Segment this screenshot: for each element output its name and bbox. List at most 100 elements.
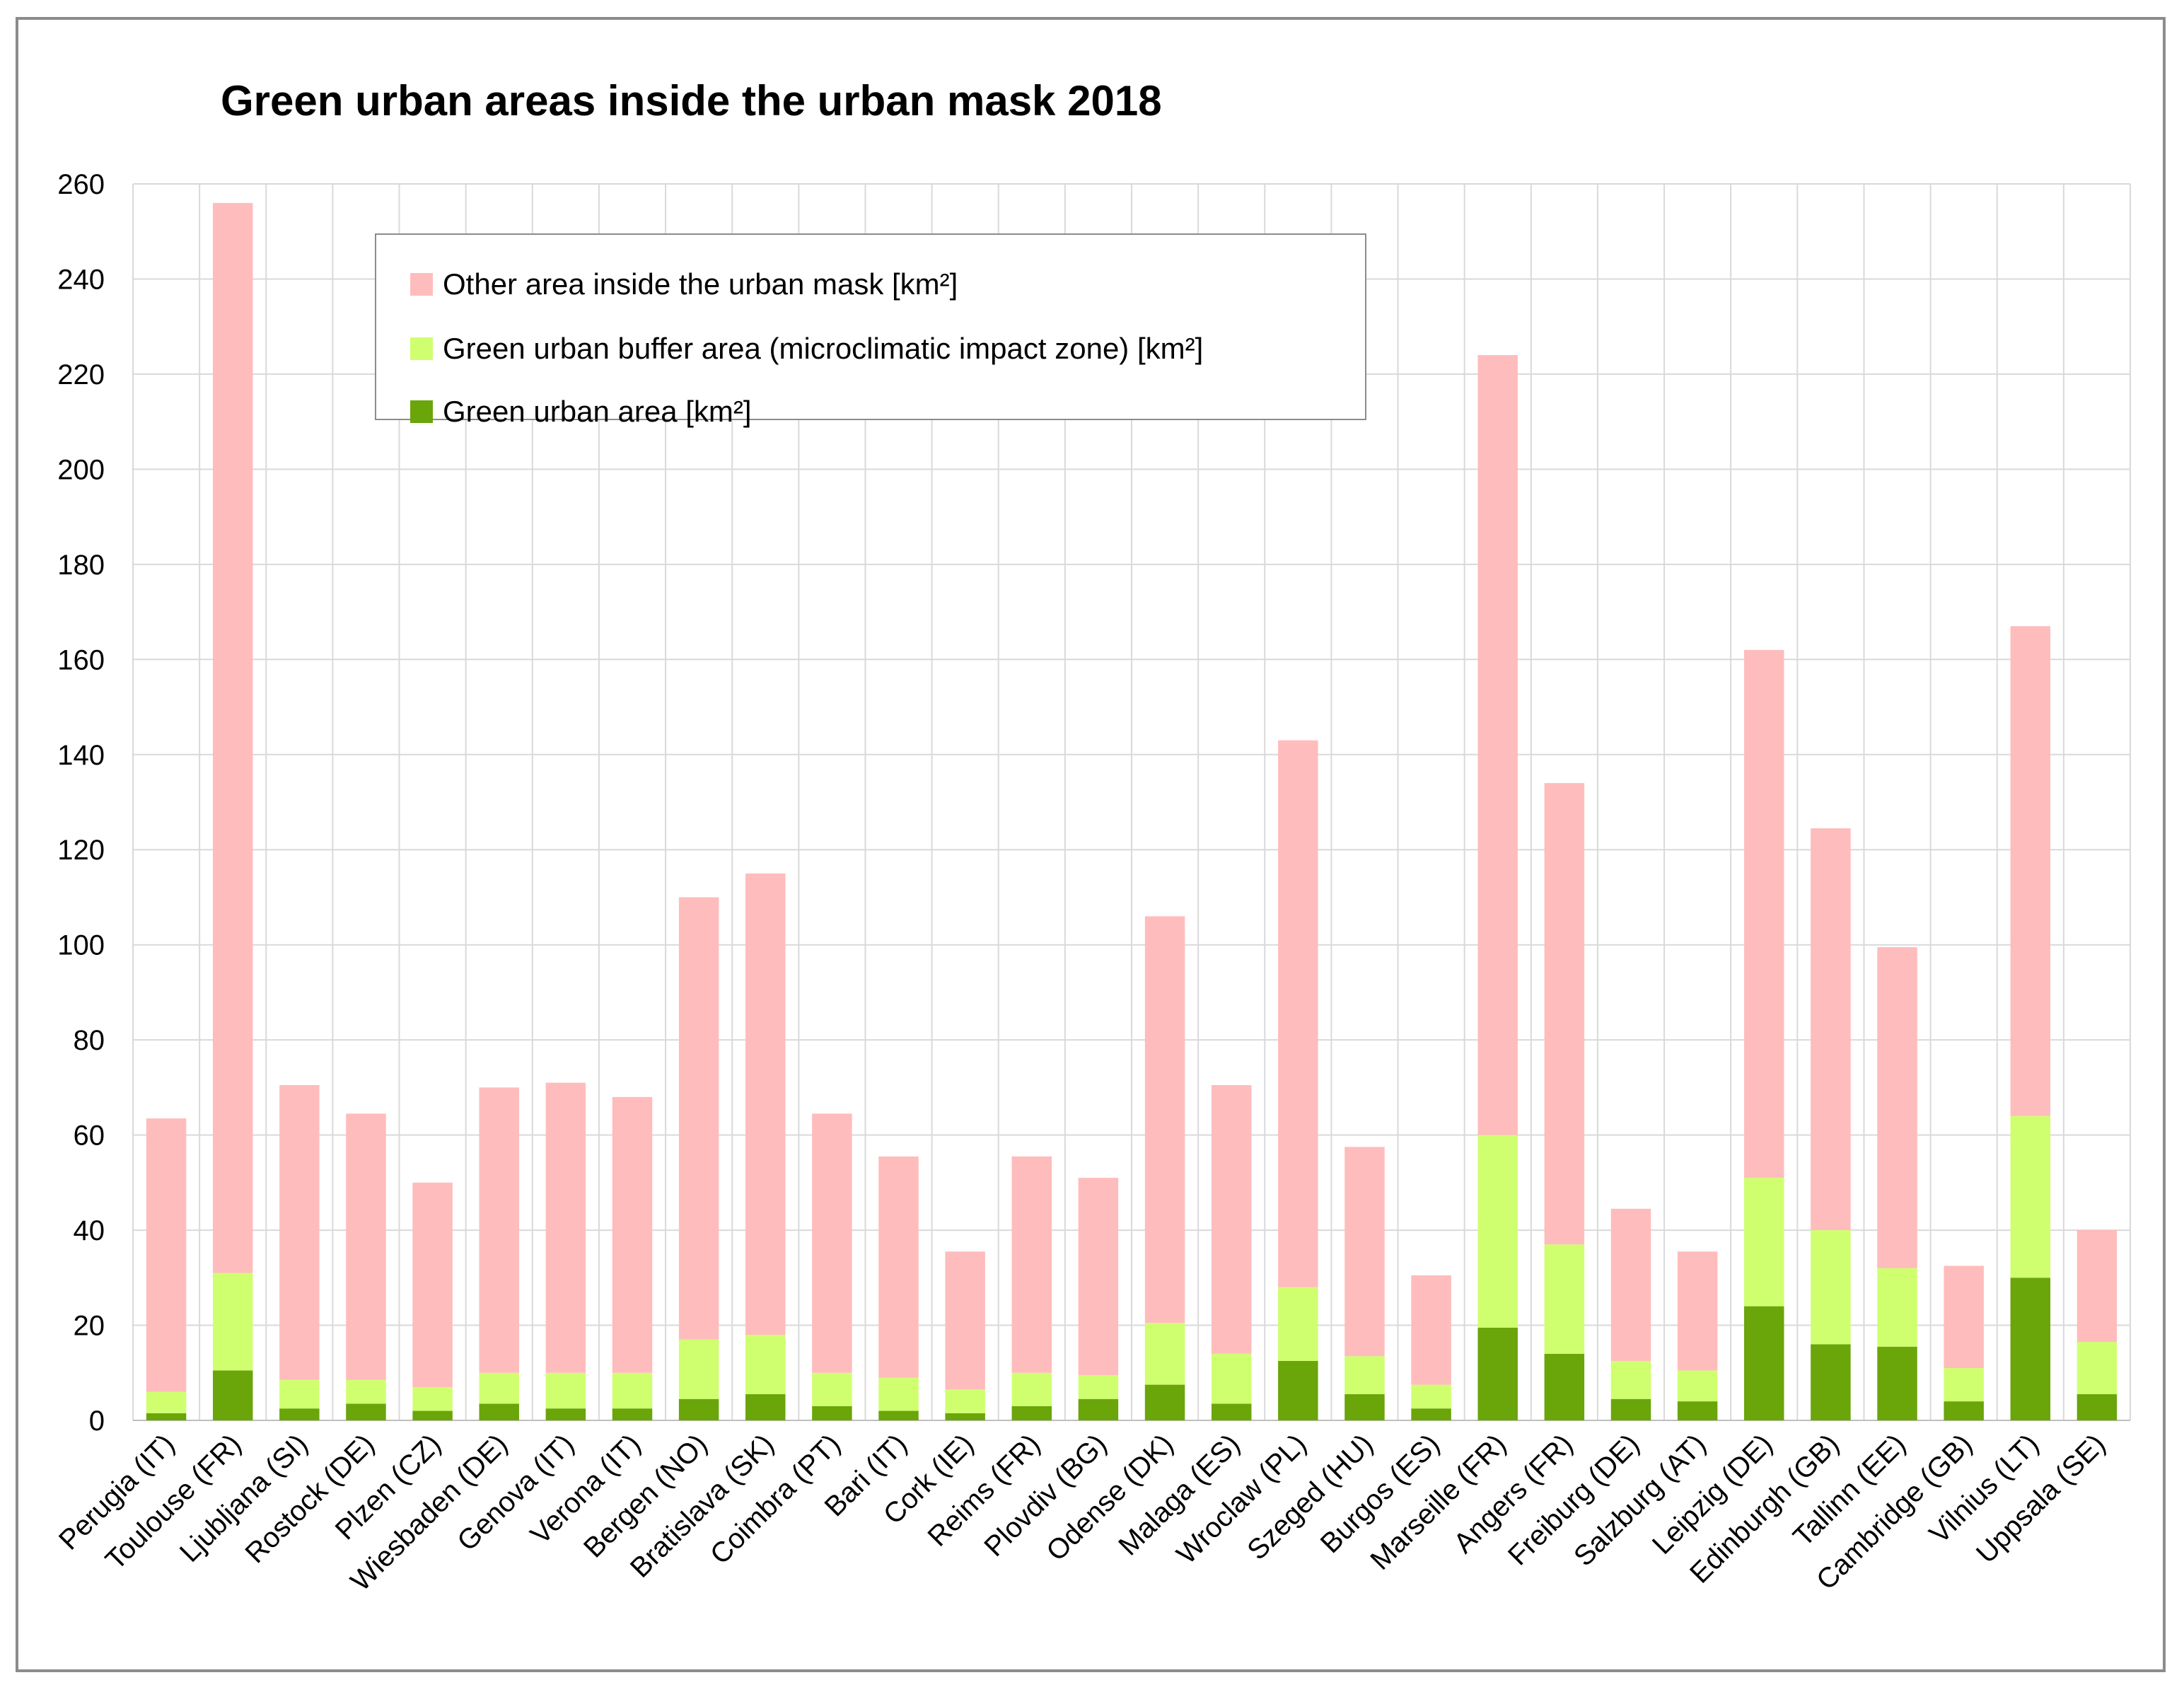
bar-segment-green-urban — [612, 1408, 653, 1420]
bar-segment-other-area — [412, 1182, 453, 1387]
bar-segment-green-buffer — [1811, 1230, 1851, 1345]
bar-segment-other-area — [146, 1118, 187, 1392]
bar-segment-green-buffer — [678, 1339, 719, 1399]
y-tick-label: 100 — [57, 930, 105, 961]
bar-segment-other-area — [745, 873, 786, 1335]
bar-segment-other-area — [1744, 649, 1784, 1178]
bar-segment-other-area — [2076, 1230, 2118, 1343]
bar-segment-green-buffer — [1211, 1353, 1252, 1404]
legend-item-other: Other area inside the urban mask [km²] — [410, 263, 958, 306]
y-tick-label: 220 — [57, 359, 105, 390]
bar-segment-green-urban — [945, 1413, 985, 1420]
y-tick-label: 60 — [74, 1120, 105, 1152]
bar-segment-other-area — [1144, 916, 1185, 1323]
y-tick-label: 160 — [57, 644, 105, 676]
bar-segment-green-buffer — [1944, 1368, 1984, 1402]
bar-segment-green-urban — [545, 1408, 586, 1420]
bar-segment-green-buffer — [1610, 1360, 1651, 1399]
bar-segment-green-buffer — [1744, 1178, 1784, 1306]
x-tick-labels: Perugia (IT)Toulouse (FR)Ljubljana (SI)R… — [53, 1428, 2111, 1597]
bar-segment-green-urban — [1211, 1403, 1252, 1420]
bar-segment-other-area — [678, 897, 719, 1340]
bar-segment-other-area — [1011, 1156, 1052, 1373]
bar-segment-green-urban — [1811, 1344, 1851, 1420]
bar-segment-green-buffer — [279, 1379, 320, 1409]
bar-segment-green-urban — [812, 1406, 852, 1420]
y-tick-label: 120 — [57, 835, 105, 866]
bar-segment-other-area — [1411, 1275, 1451, 1385]
bar-segment-green-urban — [1078, 1398, 1119, 1420]
bar-segment-green-buffer — [1144, 1323, 1185, 1385]
y-tick-label: 40 — [74, 1215, 105, 1246]
bar-segment-green-buffer — [1344, 1356, 1385, 1395]
bar-segment-green-buffer — [1411, 1384, 1451, 1409]
legend-item-green: Green urban area [km²] — [410, 390, 752, 433]
bar-segment-green-buffer — [1011, 1372, 1052, 1406]
bar-segment-other-area — [1677, 1251, 1718, 1371]
bar-segment-green-buffer — [1477, 1135, 1518, 1328]
bar-segment-other-area — [1610, 1208, 1651, 1361]
bar-segment-other-area — [1211, 1085, 1252, 1354]
bar-segment-green-buffer — [2076, 1342, 2118, 1395]
bar-segment-green-buffer — [479, 1372, 519, 1404]
bar-segment-other-area — [1344, 1147, 1385, 1357]
y-tick-label: 180 — [57, 550, 105, 581]
bar-segment-green-urban — [878, 1410, 919, 1420]
bar-segment-green-buffer — [146, 1391, 187, 1413]
bar-segment-green-urban — [745, 1394, 786, 1420]
bar-segment-green-buffer — [212, 1273, 253, 1371]
bar-segment-green-buffer — [945, 1389, 985, 1413]
bar-segment-green-urban — [279, 1408, 320, 1420]
bar-segment-green-urban — [146, 1413, 187, 1420]
bar-segment-other-area — [878, 1156, 919, 1378]
bar-segment-other-area — [612, 1096, 653, 1373]
y-tick-labels: 0 20 40 60 80 100 120 140 160 180 200 220 240 260 — [57, 169, 105, 1437]
bar-segment-green-urban — [2010, 1277, 2051, 1420]
bar-segment-other-area — [346, 1113, 386, 1380]
legend: Other area inside the urban mask [km²] G… — [375, 233, 1366, 428]
bar-segment-other-area — [279, 1085, 320, 1380]
bar-segment-other-area — [212, 202, 253, 1273]
bar-segment-green-urban — [1544, 1353, 1585, 1420]
y-tick-label: 0 — [89, 1406, 105, 1437]
bar-segment-green-buffer — [545, 1372, 586, 1409]
legend-label-green: Green urban area [km²] — [443, 395, 752, 428]
bar-segment-green-urban — [346, 1403, 386, 1420]
bar-segment-green-buffer — [612, 1372, 653, 1409]
legend-swatch-buffer — [410, 337, 433, 360]
legend-item-buffer: Green urban buffer area (microclimatic i… — [410, 328, 1203, 370]
bar-segment-green-buffer — [812, 1372, 852, 1406]
bar-segment-green-buffer — [2010, 1116, 2051, 1278]
y-tick-label: 240 — [57, 264, 105, 295]
bar-segment-other-area — [1078, 1178, 1119, 1376]
gridlines — [132, 183, 2131, 1421]
bar-segment-green-urban — [1477, 1327, 1518, 1420]
bar-segment-green-urban — [1677, 1401, 1718, 1420]
bar-segment-green-buffer — [1278, 1287, 1318, 1361]
bar-segment-green-buffer — [412, 1386, 453, 1411]
bar-segment-green-urban — [212, 1370, 253, 1420]
bar-segment-green-urban — [2076, 1394, 2118, 1420]
bar-segment-other-area — [479, 1087, 519, 1373]
bar-segment-green-urban — [1278, 1360, 1318, 1420]
bar-segment-other-area — [1944, 1265, 1984, 1369]
legend-swatch-other — [410, 273, 433, 296]
y-tick-label: 200 — [57, 454, 105, 485]
bar-segment-green-urban — [1877, 1346, 1917, 1420]
bar-segment-green-buffer — [1677, 1370, 1718, 1402]
bar-segment-other-area — [1811, 828, 1851, 1231]
bar-segment-other-area — [945, 1251, 985, 1390]
bar-segment-green-urban — [479, 1403, 519, 1420]
bar-segment-other-area — [1278, 740, 1318, 1287]
bar-segment-green-urban — [1344, 1394, 1385, 1420]
bar-segment-other-area — [545, 1082, 586, 1373]
y-tick-label: 20 — [74, 1311, 105, 1342]
bar-segment-green-buffer — [878, 1377, 919, 1411]
bar-segment-other-area — [1544, 783, 1585, 1245]
y-tick-label: 260 — [57, 169, 105, 200]
bar-segment-other-area — [1477, 355, 1518, 1135]
bar-segment-green-buffer — [1078, 1375, 1119, 1399]
legend-label-other: Other area inside the urban mask [km²] — [443, 267, 958, 301]
bar-segment-other-area — [1877, 947, 1917, 1268]
